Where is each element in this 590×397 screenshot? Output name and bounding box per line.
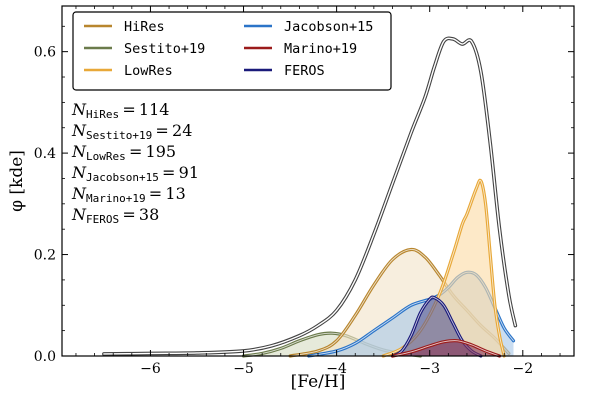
y-axis-label: φ [kde] [7, 150, 27, 212]
legend-label-sestito-19: Sestito+19 [124, 41, 205, 57]
y-tick-label: 0.0 [34, 349, 56, 365]
x-axis-label: [Fe/H] [291, 372, 346, 392]
y-tick-label: 0.4 [34, 146, 56, 162]
count-hires: NHiRes = 114 [71, 100, 169, 121]
x-ticks: −6 −5 −4 −3 −2 [75, 6, 561, 377]
x-tick-label: −5 [233, 361, 254, 377]
count-lowres: NLowRes = 195 [71, 142, 176, 163]
count-sestito-19: NSestito+19 = 24 [71, 121, 192, 142]
x-tick-label: −4 [326, 361, 347, 377]
y-tick-label: 0.2 [34, 248, 56, 264]
count-marino-19: NMarino+19 = 13 [71, 184, 186, 205]
legend-box [72, 11, 392, 91]
legend-label-feros: FEROS [284, 63, 325, 79]
legend-label-marino-19: Marino+19 [284, 41, 357, 57]
series-all-total-inner [103, 37, 517, 355]
legend: HiRes Sestito+19 LowRes Jacobson+15 Marino+1… [72, 11, 392, 91]
x-tick-label: −6 [140, 361, 161, 377]
legend-label-hires: HiRes [124, 19, 165, 35]
legend-label-lowres: LowRes [124, 63, 173, 79]
y-tick-label: 0.6 [34, 45, 56, 61]
x-tick-label: −3 [419, 361, 440, 377]
series-marino-19-line-highlight [392, 340, 500, 357]
y-ticks: 0.0 0.2 0.4 0.6 [34, 25, 574, 365]
legend-label-jacobson-15: Jacobson+15 [284, 19, 373, 35]
count-jacobson-15: NJacobson+15 = 91 [71, 163, 199, 184]
series-marino-19-area [392, 340, 500, 356]
x-tick-label: −2 [512, 361, 533, 377]
series-lowres-area [383, 180, 505, 356]
count-feros: NFEROS = 38 [71, 205, 159, 226]
curves-layer [102, 36, 518, 358]
